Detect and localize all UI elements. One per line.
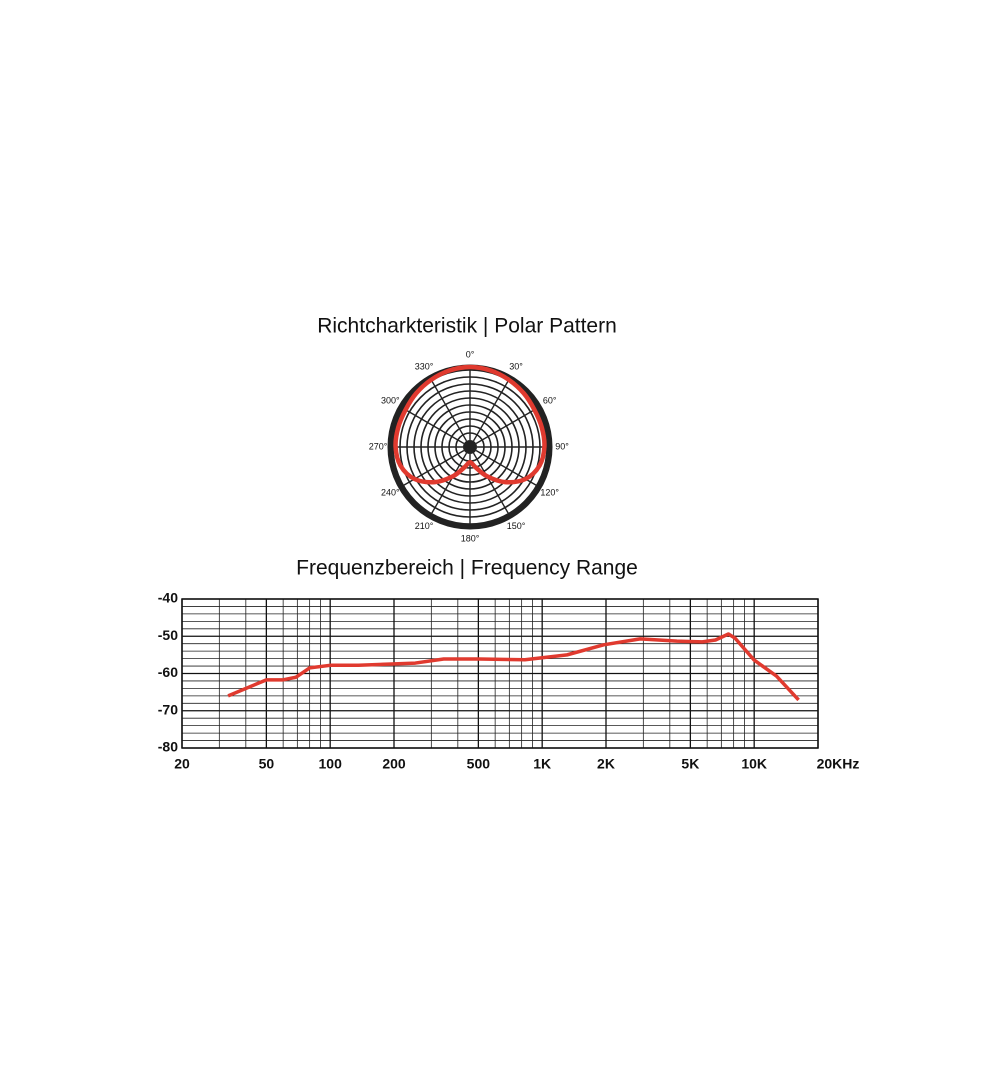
y-tick-label: -70 [158,701,178,717]
x-tick-label: 2K [597,756,615,772]
x-tick-label: 500 [467,756,491,772]
polar-spoke [472,452,511,517]
y-tick-label: -60 [158,664,178,680]
polar-spoke [400,406,465,445]
angle-label: 60° [543,395,557,405]
x-tick-label: 1K [533,756,551,772]
polar-title: Richtcharkteristik | Polar Pattern [317,315,617,338]
plot-frame [181,598,819,749]
angle-label: 300° [381,395,400,405]
x-tick-label: 200 [382,756,406,772]
polar-spoke [475,406,540,445]
angle-label: 270° [369,441,388,451]
polar-center [463,440,477,454]
angle-label: 210° [415,521,434,531]
response-line [227,632,800,702]
x-tick-label: 100 [319,756,343,772]
polar-spoke [475,449,540,488]
angle-label: 180° [461,533,480,543]
angle-label: 240° [381,487,400,497]
x-tick-label: 50 [259,756,275,772]
x-tick-label: 20 [174,756,190,772]
angle-label: 90° [555,441,569,451]
y-tick-label: -80 [158,739,178,755]
polar-pattern [393,364,547,485]
x-tick-label: 5K [681,756,699,772]
x-tick-label: 20KHz [817,756,860,772]
y-tick-label: -50 [158,627,178,643]
polar-spoke [472,377,511,442]
angle-label: 150° [507,521,526,531]
angle-label: 30° [509,362,523,372]
polar-spoke [429,452,468,517]
y-tick-label: -40 [158,590,178,606]
polar-spoke [400,449,465,488]
angle-label: 330° [415,362,434,372]
polar-spoke [429,377,468,442]
x-tick-label: 10K [741,756,767,772]
frequency-title: Frequenzbereich | Frequency Range [296,557,638,580]
angle-label: 0° [466,349,475,359]
angle-label: 120° [540,487,559,497]
